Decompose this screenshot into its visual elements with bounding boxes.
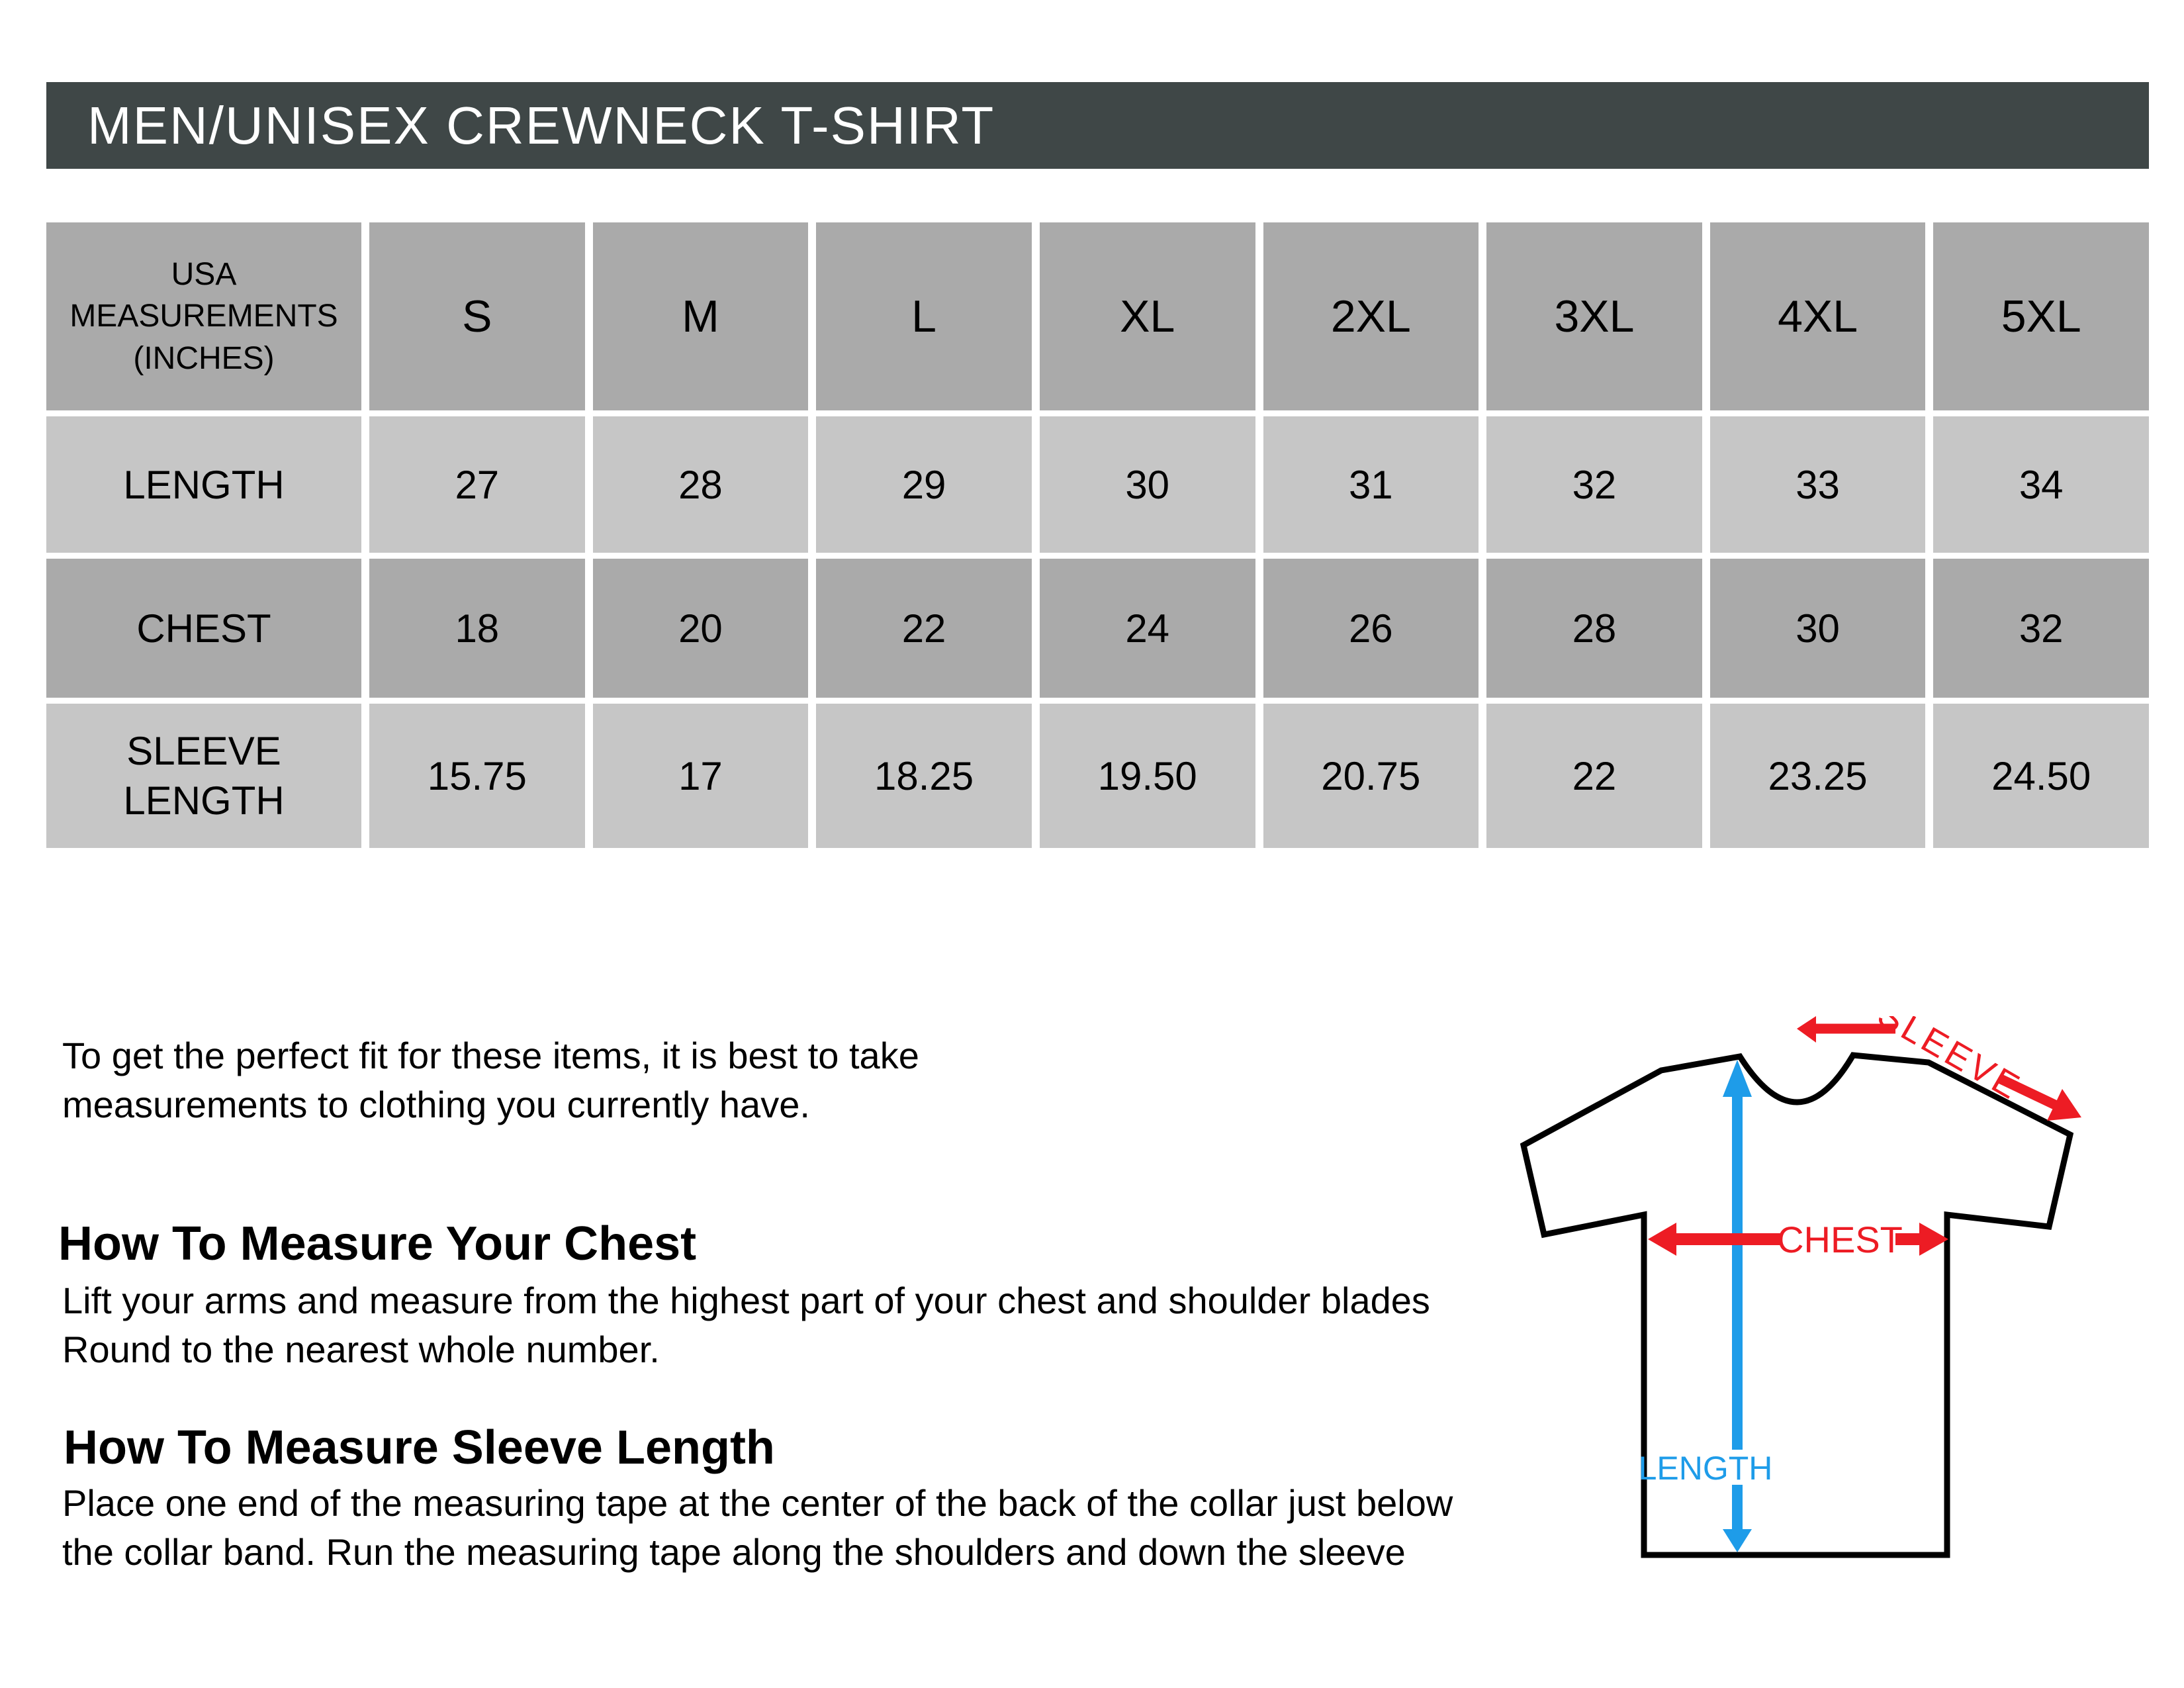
row-label-chest: CHEST bbox=[46, 559, 361, 698]
table-corner-header: USA MEASUREMENTS (INCHES) bbox=[46, 222, 361, 410]
column-header-5xl: 5XL bbox=[1933, 222, 2149, 410]
chest-value-l: 22 bbox=[816, 559, 1032, 698]
chest-value-2xl: 26 bbox=[1263, 559, 1479, 698]
sleeve-arrow-left-head bbox=[1797, 1016, 1816, 1043]
length-value-2xl: 31 bbox=[1263, 416, 1479, 553]
length-value-xl: 30 bbox=[1039, 416, 1255, 553]
length-arrow-top-head bbox=[1723, 1060, 1752, 1097]
length-value-3xl: 32 bbox=[1486, 416, 1702, 553]
sleeve-value-l: 18.25 bbox=[816, 704, 1032, 848]
page-title: MEN/UNISEX CREWNECK T-SHIRT bbox=[87, 95, 995, 155]
column-header-4xl: 4XL bbox=[1709, 222, 1926, 410]
sleeve-value-2xl: 20.75 bbox=[1263, 704, 1479, 848]
row-label-sleeve-length: SLEEVE LENGTH bbox=[46, 704, 361, 848]
chest-value-3xl: 28 bbox=[1486, 559, 1702, 698]
column-header-3xl: 3XL bbox=[1486, 222, 1702, 410]
length-value-l: 29 bbox=[816, 416, 1032, 553]
title-bar: MEN/UNISEX CREWNECK T-SHIRT bbox=[46, 82, 2149, 169]
length-value-4xl: 33 bbox=[1709, 416, 1926, 553]
chest-arrow-left-head bbox=[1648, 1223, 1676, 1256]
sleeve-arrow-right-shaft bbox=[1998, 1074, 2058, 1109]
length-value-5xl: 34 bbox=[1933, 416, 2149, 553]
chest-value-m: 20 bbox=[592, 559, 809, 698]
chest-label: CHEST bbox=[1777, 1219, 1903, 1260]
length-label: LENGTH bbox=[1639, 1450, 1773, 1487]
column-header-s: S bbox=[369, 222, 585, 410]
tshirt-measurement-diagram: LENGTH CHEST SLEEVE bbox=[1520, 1016, 2081, 1558]
sleeve-heading: How To Measure Sleeve Length bbox=[64, 1421, 775, 1474]
sleeve-value-4xl: 23.25 bbox=[1709, 704, 1926, 848]
sleeve-value-m: 17 bbox=[592, 704, 809, 848]
tshirt-outline bbox=[1520, 1052, 2074, 1558]
column-header-xl: XL bbox=[1039, 222, 1255, 410]
chest-value-xl: 24 bbox=[1039, 559, 1255, 698]
chest-value-s: 18 bbox=[369, 559, 585, 698]
chest-value-5xl: 32 bbox=[1933, 559, 2149, 698]
row-label-length: LENGTH bbox=[46, 416, 361, 553]
size-table: USA MEASUREMENTS (INCHES) S M L XL 2XL 3… bbox=[46, 222, 2149, 848]
sleeve-value-5xl: 24.50 bbox=[1933, 704, 2149, 848]
sleeve-value-3xl: 22 bbox=[1486, 704, 1702, 848]
column-header-2xl: 2XL bbox=[1263, 222, 1479, 410]
sleeve-instructions: Place one end of the measuring tape at t… bbox=[62, 1482, 1453, 1573]
length-value-s: 27 bbox=[369, 416, 585, 553]
chest-instructions: Lift your arms and measure from the high… bbox=[62, 1280, 1430, 1370]
length-value-m: 28 bbox=[592, 416, 809, 553]
sleeve-value-xl: 19.50 bbox=[1039, 704, 1255, 848]
chest-arrow-right-head bbox=[1919, 1223, 1948, 1256]
chest-heading: How To Measure Your Chest bbox=[58, 1217, 697, 1270]
intro-text: To get the perfect fit for these items, … bbox=[62, 1035, 919, 1125]
column-header-l: L bbox=[816, 222, 1032, 410]
chest-value-4xl: 30 bbox=[1709, 559, 1926, 698]
sleeve-value-s: 15.75 bbox=[369, 704, 585, 848]
length-arrow-bottom-head bbox=[1723, 1529, 1752, 1552]
column-header-m: M bbox=[592, 222, 809, 410]
sleeve-arrow-right-head bbox=[2047, 1089, 2081, 1121]
